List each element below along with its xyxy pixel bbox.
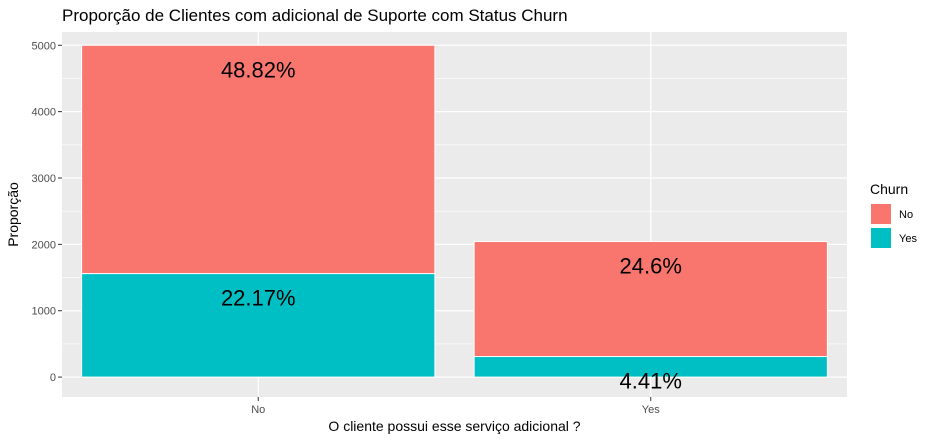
bar-no-churn-yes [81,273,436,378]
y-tick-label: 1000 [32,306,56,318]
x-axis: No Yes [251,397,660,416]
data-labels: 22.17% 48.82% 4.41% 24.6% [221,57,682,393]
legend-key [871,204,891,224]
x-axis-title: O cliente possui esse serviço adicional … [328,418,580,434]
y-axis-title: Proporção [5,182,21,247]
y-tick-label: 3000 [32,173,56,185]
bars [81,44,828,378]
data-label: 4.41% [620,369,682,394]
y-tick-label: 0 [50,372,56,384]
legend-key [871,228,891,248]
x-tick-label: No [251,404,265,416]
y-tick-label: 4000 [32,107,56,119]
data-label: 22.17% [221,286,296,311]
y-tick-label: 2000 [32,239,56,251]
chart-title: Proporção de Clientes com adicional de S… [62,6,568,25]
y-axis: 0 1000 2000 3000 4000 5000 [32,40,62,384]
bar-no-churn-no [81,44,436,275]
legend: Churn No Yes [870,181,917,248]
x-tick-label: Yes [642,404,660,416]
legend-title: Churn [870,181,908,197]
y-tick-label: 5000 [32,40,56,52]
data-label: 24.6% [620,254,682,279]
bar-yes-churn-no [473,241,828,358]
legend-label: No [899,209,913,221]
data-label: 48.82% [221,57,296,82]
legend-label: Yes [899,233,917,245]
